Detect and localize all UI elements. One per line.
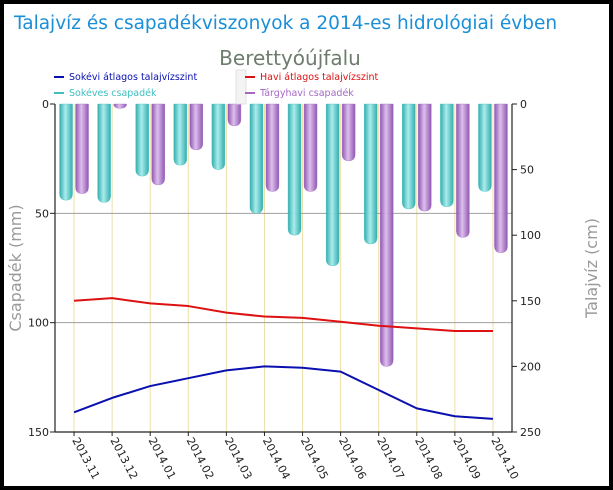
legend-label: Tárgyhavi csapadék — [259, 88, 354, 99]
x-tick-label: 2014.08 — [412, 435, 445, 481]
x-tick-label: 2014.09 — [450, 435, 483, 481]
x-tick-label: 2014.02 — [184, 435, 217, 481]
bar-sokeves-10 — [440, 103, 454, 207]
x-tick-label: 2014.01 — [146, 435, 179, 481]
bar-sokeves-2 — [135, 103, 149, 177]
y-tick-label-left: 50 — [35, 207, 49, 220]
y-tick-label-right: 250 — [520, 426, 541, 439]
bar-targyhavi-3 — [189, 103, 203, 151]
x-tick-label: 2014.10 — [488, 435, 521, 481]
bar-targyhavi-8 — [380, 103, 394, 367]
bar-sokeves-7 — [325, 103, 340, 267]
y-axis-title-left: Csapadék (mm) — [6, 204, 25, 331]
line-sokevi-talajviz — [73, 365, 494, 420]
x-tick-label: 2014.07 — [374, 435, 407, 481]
x-tick-label: 2014.04 — [260, 435, 293, 481]
bar-sokeves-11 — [478, 103, 492, 192]
bar-targyhavi-0 — [75, 103, 89, 194]
y-tick-label-right: 50 — [520, 164, 534, 177]
legend-label: Sokévi átlagos talajvízszint — [69, 72, 197, 83]
legend-label: Havi átlagos talajvízszint — [260, 72, 379, 83]
bar-sokeves-8 — [364, 103, 378, 245]
bar-targyhavi-4 — [227, 103, 242, 127]
y-tick-label-right: 0 — [520, 98, 527, 111]
bar-targyhavi-7 — [341, 103, 356, 162]
bar-targyhavi-1 — [113, 103, 127, 109]
bar-sokeves-0 — [59, 103, 73, 201]
bar-targyhavi-10 — [456, 103, 470, 238]
bar-sokeves-3 — [173, 103, 187, 166]
bar-sokeves-6 — [287, 103, 302, 236]
y-tick-label-left: 150 — [28, 426, 49, 439]
bar-targyhavi-6 — [303, 103, 318, 192]
y-axis-title-right: Talajvíz (cm) — [582, 218, 601, 319]
bar-targyhavi-9 — [418, 103, 432, 212]
bar-targyhavi-2 — [151, 103, 165, 186]
chart-title: Talajvíz és csapadékviszonyok a 2014-es … — [14, 13, 558, 34]
x-tick-label: 2014.06 — [336, 435, 369, 481]
y-tick-label-left: 0 — [42, 98, 49, 111]
y-tick-label-left: 100 — [28, 317, 49, 330]
x-tick-label: 2013.11 — [69, 435, 102, 481]
bar-sokeves-4 — [211, 103, 226, 170]
legend-separator — [235, 69, 247, 105]
x-tick-label: 2014.05 — [298, 435, 331, 481]
x-tick-label: 2013.12 — [107, 435, 140, 481]
bar-sokeves-5 — [249, 103, 264, 214]
bar-targyhavi-11 — [494, 103, 508, 253]
line-havi-talajviz — [73, 297, 493, 332]
bar-sokeves-1 — [97, 103, 111, 203]
bar-sokeves-9 — [402, 103, 416, 210]
chart-subtitle: Berettyóújfalu — [219, 46, 361, 70]
legend-label: Sokéves csapadék — [69, 88, 157, 99]
y-tick-label-right: 100 — [520, 229, 541, 242]
x-tick-label: 2014.03 — [222, 435, 255, 481]
y-tick-label-right: 200 — [520, 360, 541, 373]
y-tick-label-right: 150 — [520, 295, 541, 308]
bar-targyhavi-5 — [265, 103, 280, 192]
